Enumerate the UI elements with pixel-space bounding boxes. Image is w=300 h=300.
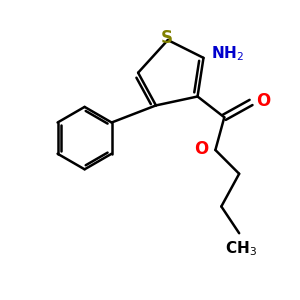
Text: CH$_3$: CH$_3$ — [225, 239, 256, 258]
Text: NH$_2$: NH$_2$ — [211, 44, 244, 63]
Text: O: O — [256, 92, 271, 110]
Text: S: S — [160, 29, 172, 47]
Text: O: O — [195, 140, 209, 158]
